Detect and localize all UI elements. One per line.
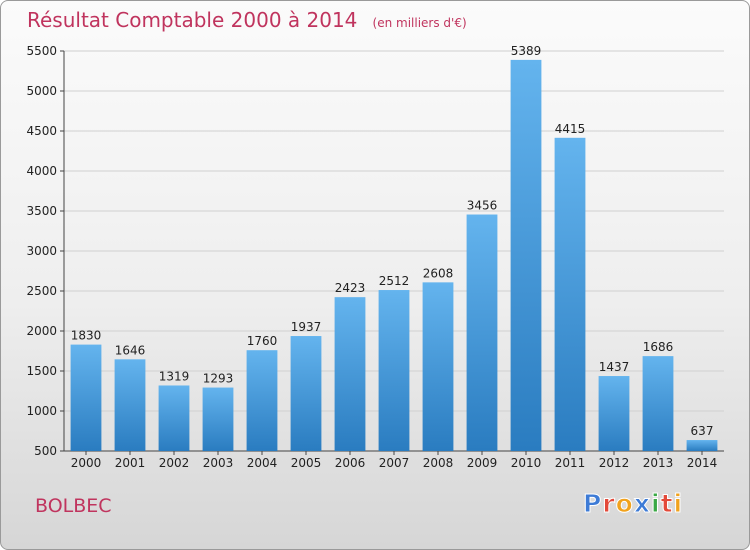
x-tick-label: 2008: [423, 456, 454, 470]
data-label-2011: 4415: [555, 122, 586, 136]
y-tick-label: 4500: [26, 124, 57, 138]
data-label-2000: 1830: [71, 329, 102, 343]
bars: [70, 59, 718, 452]
bar-2013: [642, 356, 674, 451]
x-tick-label: 2013: [643, 456, 674, 470]
y-tick-label: 5000: [26, 84, 57, 98]
chart-title-group: Résultat Comptable 2000 à 2014 (en milli…: [27, 8, 467, 32]
data-label-2001: 1646: [115, 343, 146, 357]
y-tick-label: 4000: [26, 164, 57, 178]
y-tick-label: 1000: [26, 404, 57, 418]
x-tick-label: 2006: [335, 456, 366, 470]
labels: 1830 2000 1646 2001 1319 2002 1293 2003 1760 2004…: [71, 44, 718, 470]
data-label-2007: 2512: [379, 274, 410, 288]
data-label-2006: 2423: [335, 281, 366, 295]
logo-letter: i: [651, 489, 661, 519]
y-tick-label: 1500: [26, 364, 57, 378]
x-tick-label: 2010: [511, 456, 542, 470]
y-tick-label: 500: [34, 444, 57, 458]
bar-2002: [158, 385, 190, 451]
x-tick-label: 2014: [687, 456, 718, 470]
bar-2006: [334, 297, 366, 451]
data-label-2012: 1437: [599, 360, 630, 374]
bar-2012: [598, 376, 630, 451]
x-tick-label: 2001: [115, 456, 146, 470]
y-tick-label: 5500: [26, 44, 57, 58]
bar-2014: [686, 440, 718, 451]
y-tick-label: 3500: [26, 204, 57, 218]
bar-2003: [202, 387, 234, 451]
logo-letter: x: [633, 489, 651, 519]
data-label-2009: 3456: [467, 199, 498, 213]
bar-2007: [378, 290, 410, 451]
data-label-2014: 637: [691, 424, 714, 438]
logo-letter: i: [673, 489, 684, 519]
y-tick-label: 3000: [26, 244, 57, 258]
y-tick-label: 2000: [26, 324, 57, 338]
bar-2000: [70, 344, 102, 451]
bar-2010: [510, 59, 542, 451]
x-tick-label: 2004: [247, 456, 278, 470]
bar-2004: [246, 350, 278, 451]
logo-letter: r: [602, 489, 616, 519]
bar-2001: [114, 359, 146, 451]
logo-letter: P: [582, 489, 603, 519]
x-tick-label: 2009: [467, 456, 498, 470]
x-tick-label: 2012: [599, 456, 630, 470]
bar-2005: [290, 336, 322, 451]
data-label-2004: 1760: [247, 334, 278, 348]
x-tick-label: 2002: [159, 456, 190, 470]
x-tick-label: 2003: [203, 456, 234, 470]
data-label-2002: 1319: [159, 369, 190, 383]
x-tick-label: 2011: [555, 456, 586, 470]
data-label-2013: 1686: [643, 340, 674, 354]
data-label-2010: 5389: [511, 44, 542, 58]
y-tick-label: 2500: [26, 284, 57, 298]
chart-subtitle: (en milliers d'€): [372, 16, 467, 30]
logo-letter: t: [660, 489, 674, 519]
city-name: BOLBEC: [35, 495, 112, 517]
bar-2011: [554, 137, 586, 452]
bar-2009: [466, 214, 498, 451]
x-tick-label: 2005: [291, 456, 322, 470]
x-tick-label: 2000: [71, 456, 102, 470]
logo-letter: o: [615, 489, 634, 519]
data-label-2003: 1293: [203, 372, 234, 386]
chart-title: Résultat Comptable 2000 à 2014: [27, 8, 358, 32]
data-label-2008: 2608: [423, 266, 454, 280]
x-tick-label: 2007: [379, 456, 410, 470]
proxiti-logo[interactable]: Proxiti: [582, 489, 684, 519]
data-label-2005: 1937: [291, 320, 322, 334]
bar-2008: [422, 282, 454, 451]
